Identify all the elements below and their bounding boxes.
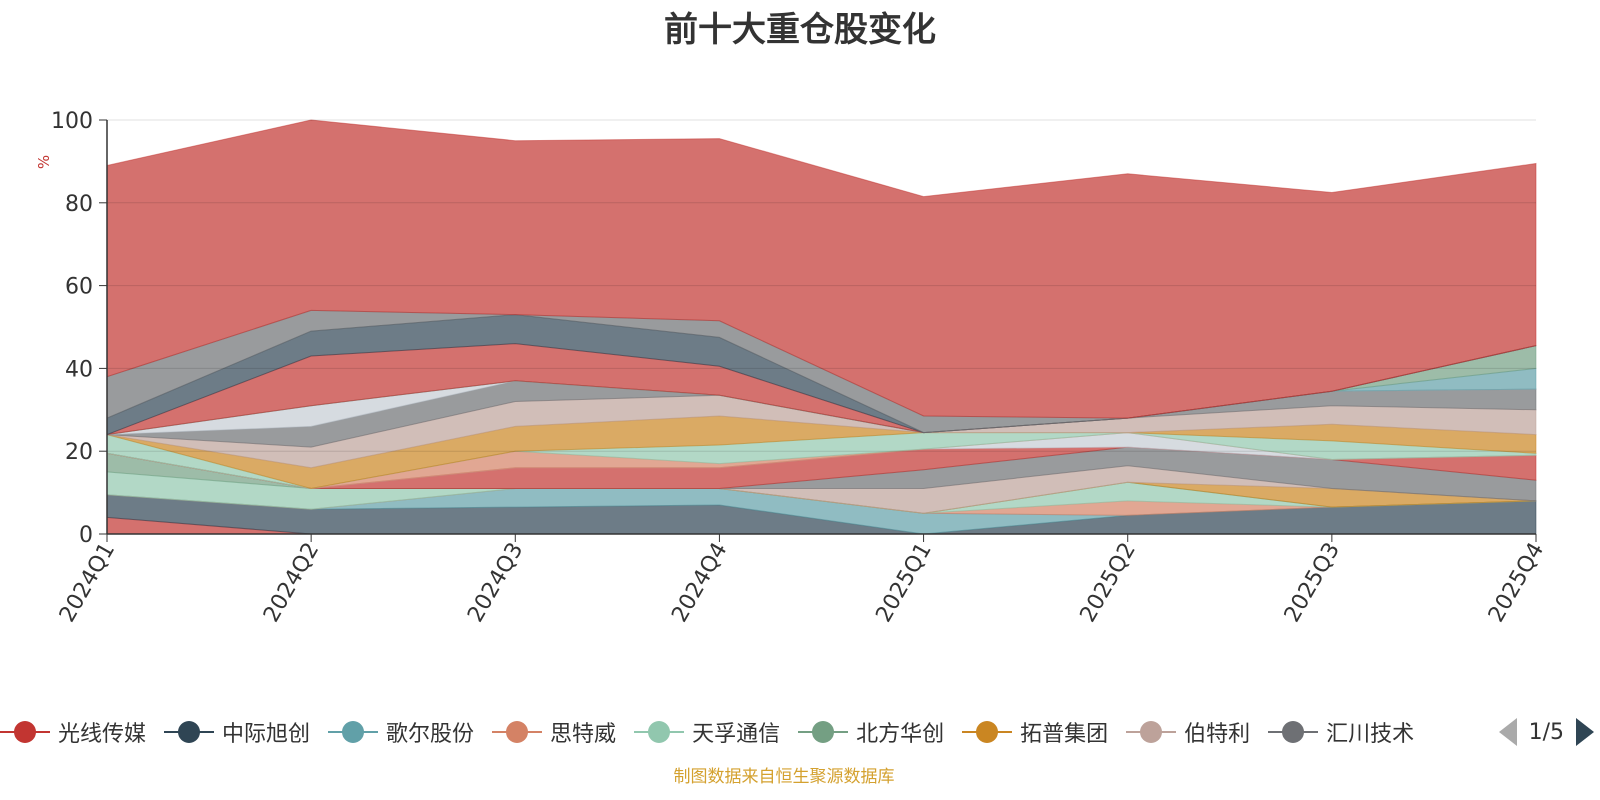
legend-item[interactable]: 拓普集团 [962, 716, 1108, 748]
legend-swatch-icon [328, 720, 379, 744]
y-tick-label: 100 [51, 109, 93, 134]
legend-prev-arrow-icon[interactable] [1498, 718, 1517, 746]
chart-plot: 0 20 40 60 80 100% 2024Q1 2024Q2 2024Q3 2024Q4 202… [35, 109, 1549, 627]
legend-swatch-icon [798, 720, 849, 744]
legend-next-arrow-icon[interactable] [1576, 718, 1594, 746]
legend-items: 光线传媒 中际旭创 歌尔股份 思特威 天孚通信 北方华创 拓普集团 伯特利 汇川技术 [0, 716, 1480, 748]
legend-label: 北方华创 [856, 722, 945, 747]
y-tick-label: 40 [65, 357, 93, 382]
y-axis-label: % [35, 155, 53, 169]
legend-item[interactable]: 光线传媒 [0, 716, 146, 748]
legend-item[interactable]: 汇川技术 [1268, 716, 1414, 748]
x-tick-label: 2024Q2 [259, 539, 324, 627]
x-tick-label: 2024Q4 [667, 539, 732, 627]
legend-label: 光线传媒 [58, 722, 147, 747]
y-tick-label: 60 [65, 275, 93, 300]
legend-swatch-icon [1126, 720, 1177, 744]
legend-item[interactable]: 中际旭创 [164, 716, 310, 748]
legend-item[interactable]: 歌尔股份 [328, 716, 474, 748]
legend-swatch-icon [0, 720, 50, 744]
legend-label: 伯特利 [1184, 722, 1251, 747]
legend-item[interactable]: 天孚通信 [634, 716, 780, 748]
x-tick-label: 2024Q1 [55, 539, 120, 627]
legend: 光线传媒 中际旭创 歌尔股份 思特威 天孚通信 北方华创 拓普集团 伯特利 汇川技术 1/5 [0, 712, 1600, 752]
legend-swatch-icon [634, 720, 685, 744]
y-tick-label: 0 [79, 523, 93, 548]
chart-title: 前十大重仓股变化 [664, 10, 936, 50]
legend-swatch-icon [962, 720, 1013, 744]
series-area [106, 119, 1537, 419]
x-tick-label: 2024Q3 [463, 539, 528, 627]
legend-label: 天孚通信 [692, 722, 781, 747]
legend-item[interactable]: 伯特利 [1126, 716, 1250, 748]
legend-label: 歌尔股份 [386, 722, 475, 747]
x-tick-label: 2025Q1 [871, 539, 936, 627]
legend-item[interactable]: 北方华创 [798, 716, 944, 748]
x-tick-label: 2025Q2 [1076, 539, 1141, 627]
y-tick-label: 80 [65, 192, 93, 217]
source-note: 制图数据来自恒生聚源数据库 [673, 767, 895, 787]
legend-item[interactable]: 思特威 [492, 716, 616, 748]
y-tick-label: 20 [65, 440, 93, 465]
legend-page-indicator: 1/5 [1528, 719, 1564, 745]
legend-swatch-icon [1268, 720, 1319, 744]
legend-pager: 1/5 [1488, 712, 1594, 752]
legend-label: 汇川技术 [1326, 722, 1415, 747]
x-tick-label: 2025Q3 [1280, 539, 1345, 627]
legend-swatch-icon [492, 720, 543, 744]
legend-swatch-icon [164, 720, 215, 744]
legend-label: 拓普集团 [1020, 722, 1109, 747]
legend-label: 中际旭创 [222, 722, 311, 747]
x-tick-label: 2025Q4 [1484, 539, 1549, 627]
legend-label: 思特威 [550, 722, 617, 747]
